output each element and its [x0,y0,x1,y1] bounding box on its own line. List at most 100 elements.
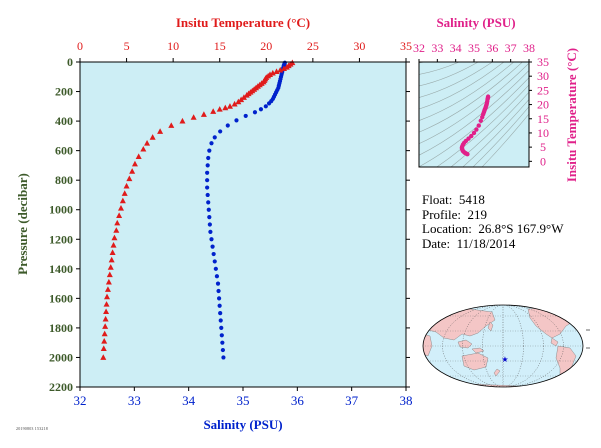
density-contour-line [436,84,529,167]
density-contours [419,62,529,167]
ts-temperature-tick-label: 30 [537,69,549,83]
salinity-point [209,237,214,242]
salinity-point [205,170,210,175]
salinity-point [258,107,264,112]
temperature-point [101,338,108,344]
float-row: Float: 5418 [422,192,563,208]
salinity-point [205,163,210,168]
world-map: ★ [422,304,590,388]
salinity-tick-label: 36 [291,393,305,408]
temperature-point [273,68,280,75]
temperature-point [123,182,130,189]
temperature-point [210,108,217,114]
location-value: 26.8°S 167.9°W [478,221,564,236]
profile-plot-area [80,62,406,387]
temperature-tick-label: 0 [77,39,83,53]
salinity-point [263,104,268,109]
temperature-tick-label: 35 [400,39,412,53]
pressure-tick-label: 600 [55,144,73,158]
map-landmass [461,352,489,371]
salinity-point [206,207,211,212]
pressure-tick-label: 1200 [49,232,73,246]
temperature-point [226,103,233,109]
temperature-point [280,65,287,72]
ts-salinity-tick-label: 37 [505,41,517,55]
temperature-point [131,160,138,167]
salinity-tick-label: 32 [74,393,87,408]
pressure-tick-label: 2000 [49,350,73,364]
temperature-tick-label: 10 [167,39,179,53]
temperature-axis-ticks: 0 5 10 15 20 25 30 35 [77,39,412,62]
ts-salinity-ticks: 32 33 34 35 36 37 38 [413,41,535,62]
salinity-point [214,274,220,279]
ts-plot-area [419,62,529,167]
pressure-tick-label: 0 [67,55,73,69]
temperature-point [102,323,109,329]
density-contour-line [419,62,515,121]
temperature-point [100,354,107,360]
pressure-tick-label: 1800 [49,321,73,335]
salinity-point [219,325,224,331]
location-row: Location: 26.8°S 167.9°W [422,221,564,237]
ts-point [474,127,479,132]
salinity-axis-ticks: 32 33 34 35 36 37 38 [74,387,413,408]
temperature-point [103,301,110,307]
pressure-tick-label: 400 [55,114,73,128]
temperature-point [277,66,284,73]
temperature-series [100,59,296,360]
pressure-axis-title: Pressure (decibar) [15,173,30,275]
temperature-point [111,234,118,241]
temperature-point [106,271,113,278]
ts-temperature-tick-label: 20 [537,98,549,112]
density-contour-line [450,91,529,167]
salinity-point [220,347,225,353]
density-contour-line [419,62,505,110]
salinity-point [212,259,217,264]
float-label: Float: [422,192,453,207]
ts-salinity-tick-label: 35 [468,41,480,55]
ts-salinity-tick-label: 38 [523,41,535,55]
temperature-point [103,308,110,315]
profile-row: Profile: 219 [422,206,563,223]
salinity-point [211,251,216,257]
density-contour-line [462,98,529,167]
map-outline [422,304,584,388]
date-label: Date: [422,235,451,251]
ts-temperature-tick-label: 5 [540,140,546,154]
ts-point [480,114,485,120]
temperature-point [144,140,151,146]
temperature-point [117,205,124,211]
salinity-point [207,222,212,227]
salinity-point [243,113,248,119]
map-landmass [423,333,433,357]
temperature-point [168,122,175,128]
location-label: Location: [422,221,472,236]
temperature-point [200,111,207,117]
salinity-point [207,215,212,220]
pressure-tick-label: 1600 [49,291,73,305]
salinity-point [216,296,222,301]
ts-temperature-axis-title: Insitu Temperature (°C) [564,48,579,182]
salinity-point [217,303,222,308]
temperature-point [126,175,133,182]
density-contour-line [419,62,479,87]
temperature-point [104,286,111,292]
temperature-point [113,227,120,233]
salinity-point [225,123,230,128]
ts-temperature-tick-label: 15 [537,112,549,126]
temperature-point [104,293,111,300]
salinity-series [205,60,287,360]
salinity-point [234,118,239,123]
profile-value: 219 [467,206,488,222]
pressure-tick-label: 2200 [49,380,73,394]
temperature-point [114,219,121,226]
salinity-tick-label: 35 [237,393,250,408]
salinity-point [205,192,210,198]
salinity-point [205,185,210,190]
temperature-point [107,264,114,270]
salinity-point [208,229,213,234]
salinity-point [220,340,225,345]
salinity-point [266,101,272,106]
temperature-point [109,249,116,255]
